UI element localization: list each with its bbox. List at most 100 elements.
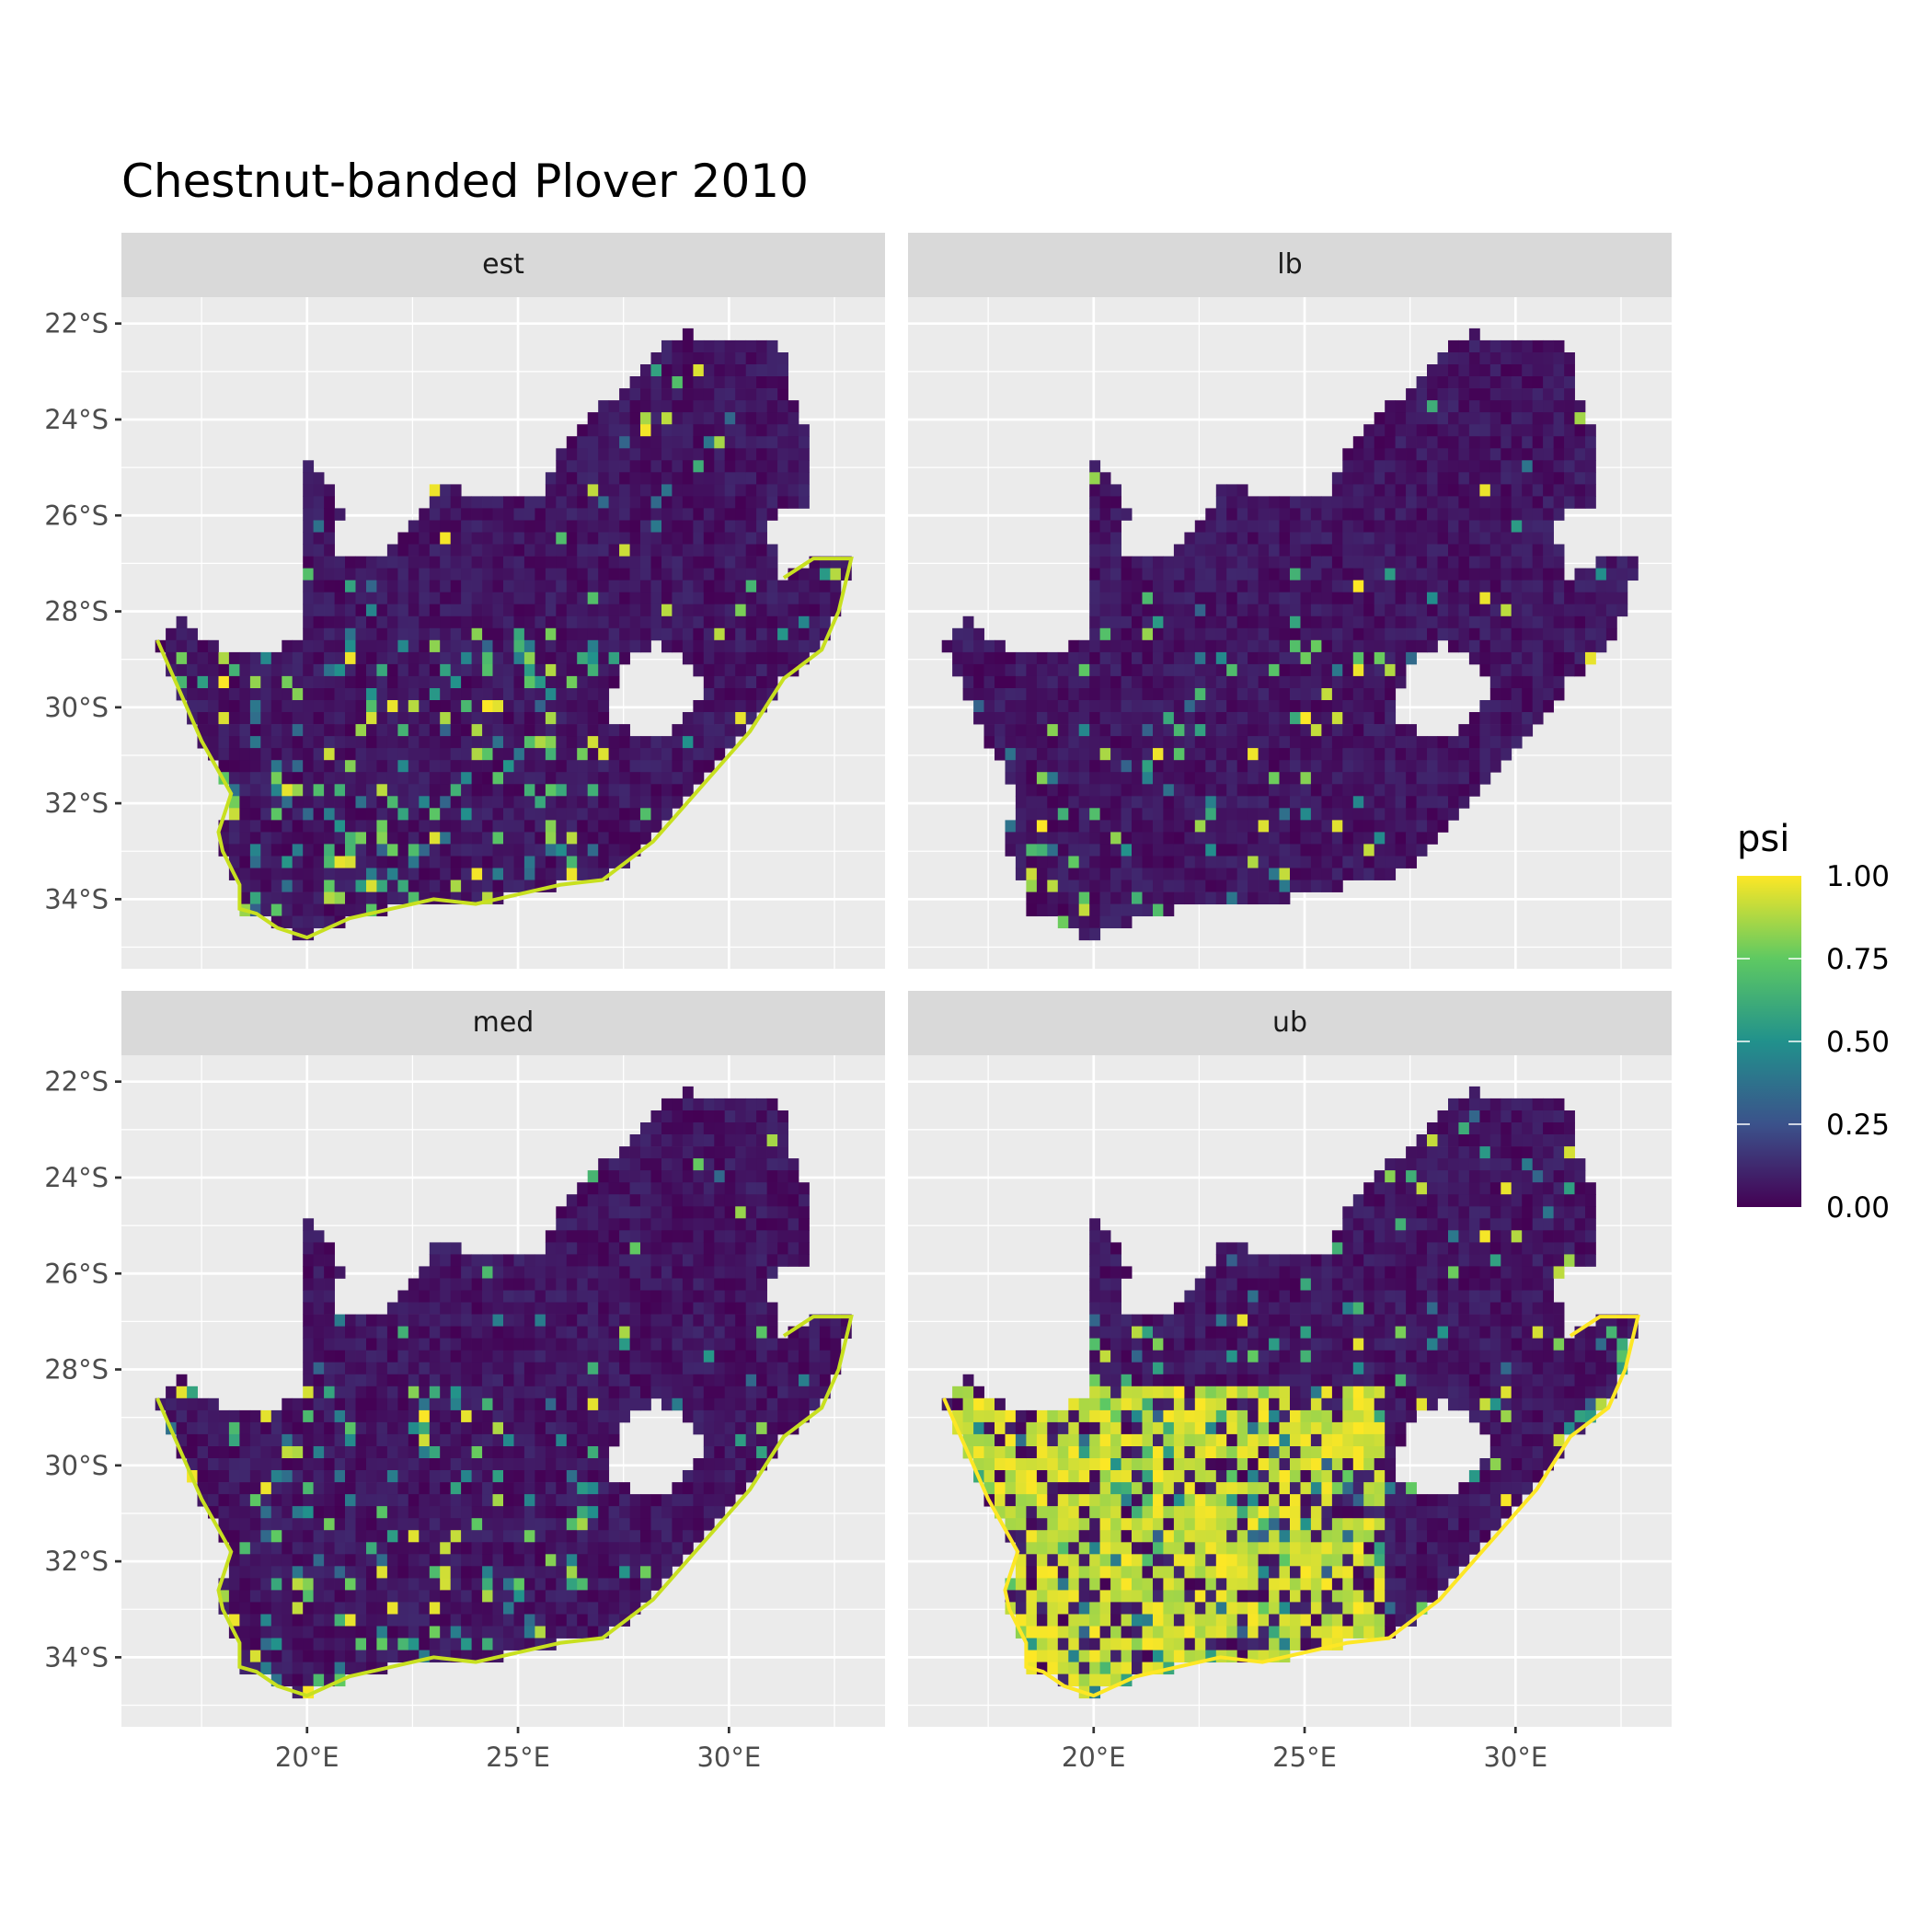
raster-cell [492, 700, 504, 713]
raster-cell [819, 556, 831, 569]
raster-cell [492, 1409, 504, 1423]
raster-cell [513, 1638, 525, 1650]
raster-cell [650, 772, 662, 785]
raster-cell [640, 592, 651, 605]
raster-cell [492, 1421, 504, 1435]
raster-cell [1110, 544, 1121, 557]
raster-cell [482, 748, 493, 761]
raster-cell [556, 472, 568, 485]
raster-cell [303, 1614, 315, 1627]
raster-cell [1605, 627, 1617, 641]
raster-cell [334, 568, 346, 581]
raster-cell [672, 472, 684, 485]
raster-cell [566, 1266, 578, 1279]
raster-cell [587, 736, 599, 749]
raster-cell [440, 891, 452, 905]
raster-cell [598, 1614, 610, 1627]
raster-cell [1099, 484, 1111, 497]
raster-cell [1121, 832, 1133, 845]
raster-cell [270, 1421, 282, 1435]
raster-cell [577, 796, 589, 809]
raster-cell [1279, 784, 1291, 797]
raster-cell [313, 675, 325, 689]
raster-cell [303, 1530, 315, 1543]
raster-cell [1416, 556, 1428, 569]
raster-cell [703, 364, 715, 377]
raster-cell [1226, 592, 1238, 605]
raster-cell [1532, 448, 1544, 461]
raster-cell [724, 736, 736, 749]
raster-cell [587, 808, 599, 821]
raster-cell [228, 1518, 240, 1531]
raster-cell [714, 376, 726, 389]
raster-cell [566, 1242, 578, 1255]
raster-cell [598, 700, 610, 713]
raster-cell [1458, 568, 1470, 581]
raster-cell [1026, 772, 1038, 785]
raster-cell [672, 339, 684, 353]
raster-cell [703, 736, 715, 749]
raster-cell [1142, 592, 1154, 605]
raster-cell [1564, 580, 1575, 593]
raster-cell [1248, 520, 1259, 533]
raster-cell [324, 844, 335, 857]
raster-cell [419, 1566, 431, 1579]
raster-cell [461, 1518, 472, 1531]
raster-cell [1163, 724, 1175, 737]
raster-cell [1416, 544, 1428, 557]
raster-cell [608, 1409, 620, 1423]
raster-cell [1153, 580, 1164, 593]
raster-cell [661, 627, 673, 641]
raster-cell [714, 448, 726, 461]
raster-cell [777, 592, 788, 605]
raster-cell [366, 580, 377, 593]
raster-cell [397, 1421, 409, 1435]
raster-cell [566, 868, 578, 880]
raster-cell [513, 520, 525, 533]
raster-cell [1279, 700, 1291, 713]
raster-cell [292, 663, 304, 677]
raster-cell [1522, 568, 1534, 581]
raster-cell [608, 484, 620, 497]
raster-cell [303, 1242, 315, 1255]
raster-cell [766, 376, 778, 389]
raster-cell [303, 1626, 315, 1639]
raster-cell [376, 1602, 388, 1615]
raster-cell [397, 604, 409, 617]
raster-cell [1331, 688, 1343, 701]
raster-cell [693, 700, 705, 713]
raster-cell [1236, 568, 1248, 581]
raster-cell [577, 1446, 589, 1459]
raster-cell [1595, 639, 1607, 653]
raster-cell [1142, 856, 1154, 868]
raster-cell [355, 1554, 367, 1567]
raster-cell [1342, 448, 1354, 461]
raster-cell [745, 424, 757, 437]
raster-cell [1468, 772, 1480, 785]
raster-cell [1331, 472, 1343, 485]
raster-cell [703, 448, 715, 461]
raster-cell [598, 844, 610, 857]
raster-cell [482, 1254, 493, 1267]
raster-cell [386, 700, 398, 713]
raster-cell [640, 604, 651, 617]
raster-cell [313, 651, 325, 665]
raster-cell [1099, 868, 1111, 880]
raster-cell [1269, 627, 1280, 641]
raster-cell [1173, 736, 1185, 749]
raster-cell [577, 736, 589, 749]
raster-cell [1427, 604, 1438, 617]
raster-cell [1015, 868, 1027, 880]
raster-cell [619, 1242, 630, 1255]
raster-cell [1511, 448, 1523, 461]
raster-cell [577, 1242, 589, 1255]
raster-cell [1468, 604, 1480, 617]
raster-cell [1078, 880, 1090, 892]
raster-cell [386, 1638, 398, 1650]
raster-cell [471, 1350, 483, 1363]
raster-cell [703, 436, 715, 449]
raster-cell [1574, 412, 1586, 425]
raster-cell [450, 1386, 462, 1399]
raster-cell [313, 1278, 325, 1291]
raster-cell [376, 615, 388, 629]
